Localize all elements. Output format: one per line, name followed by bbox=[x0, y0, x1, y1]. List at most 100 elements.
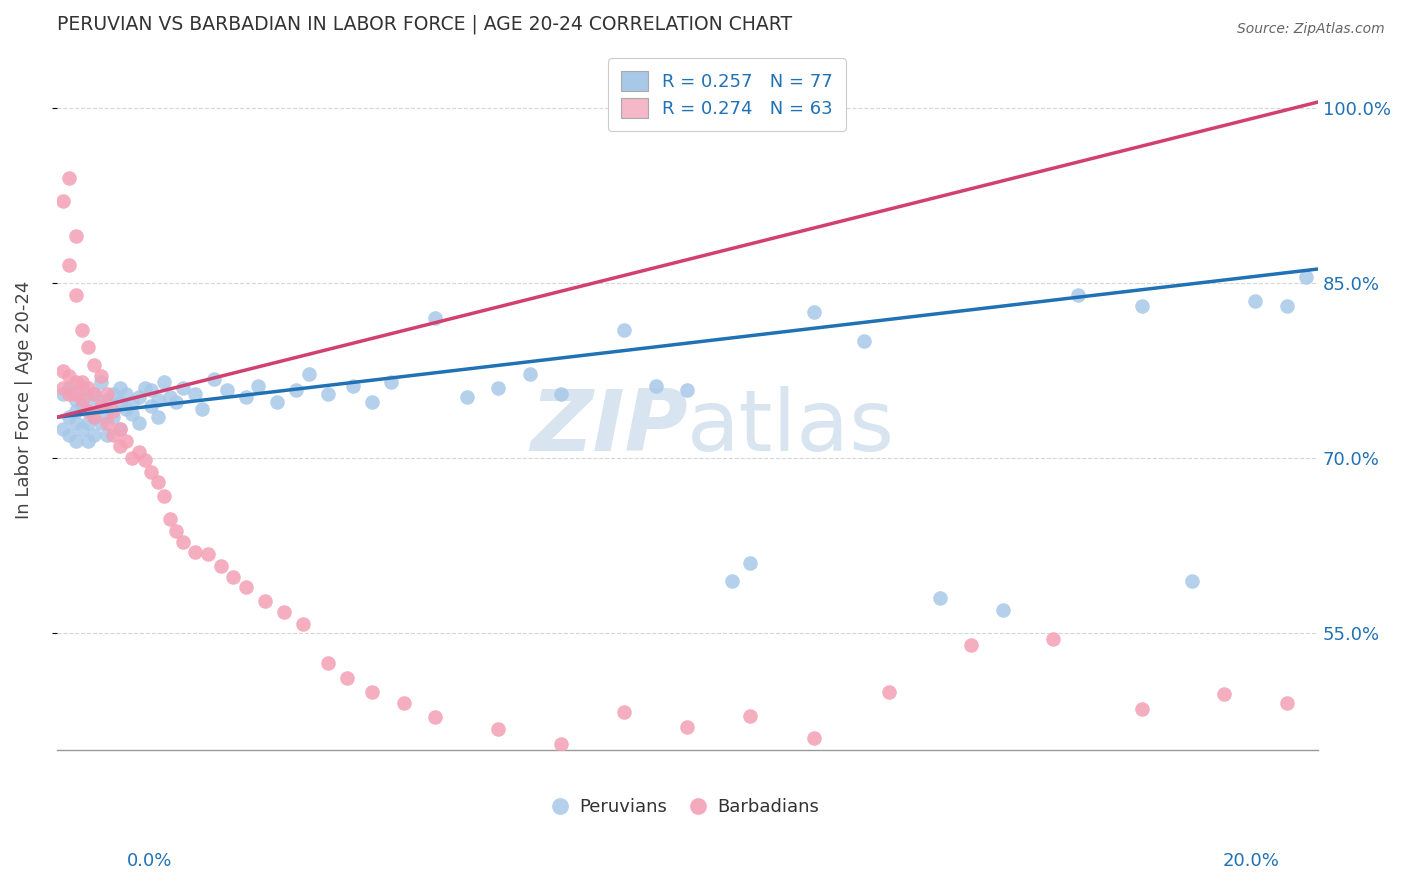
Point bbox=[166, 524, 188, 538]
Point bbox=[128, 445, 150, 459]
Point bbox=[65, 376, 87, 390]
Point bbox=[128, 391, 150, 405]
Point bbox=[550, 387, 572, 401]
Point bbox=[159, 391, 181, 405]
Point bbox=[90, 399, 112, 413]
Point bbox=[235, 580, 257, 594]
Point bbox=[128, 416, 150, 430]
Point bbox=[486, 381, 509, 395]
Point bbox=[96, 387, 118, 401]
Point bbox=[146, 392, 169, 407]
Point bbox=[134, 381, 156, 395]
Point bbox=[70, 323, 93, 337]
Point bbox=[52, 422, 75, 436]
Point bbox=[70, 392, 93, 407]
Point bbox=[1130, 299, 1153, 313]
Point bbox=[291, 617, 314, 632]
Point bbox=[146, 410, 169, 425]
Point bbox=[70, 399, 93, 413]
Point bbox=[65, 387, 87, 401]
Point bbox=[380, 376, 402, 390]
Point bbox=[1130, 702, 1153, 716]
Point bbox=[52, 363, 75, 377]
Point bbox=[65, 434, 87, 448]
Point bbox=[159, 512, 181, 526]
Point bbox=[65, 404, 87, 418]
Point bbox=[70, 376, 93, 390]
Text: 0.0%: 0.0% bbox=[127, 852, 172, 870]
Point bbox=[141, 384, 163, 398]
Point bbox=[519, 367, 541, 381]
Point bbox=[184, 387, 207, 401]
Point bbox=[134, 453, 156, 467]
Point bbox=[153, 376, 176, 390]
Point bbox=[676, 720, 699, 734]
Point bbox=[1181, 574, 1204, 588]
Text: PERUVIAN VS BARBADIAN IN LABOR FORCE | AGE 20-24 CORRELATION CHART: PERUVIAN VS BARBADIAN IN LABOR FORCE | A… bbox=[56, 15, 792, 35]
Point bbox=[740, 556, 762, 570]
Point bbox=[1067, 287, 1090, 301]
Point bbox=[486, 722, 509, 736]
Point bbox=[65, 287, 87, 301]
Point bbox=[172, 535, 194, 549]
Point bbox=[121, 451, 143, 466]
Point bbox=[52, 387, 75, 401]
Point bbox=[247, 378, 270, 392]
Point bbox=[235, 391, 257, 405]
Point bbox=[676, 384, 699, 398]
Point bbox=[83, 358, 105, 372]
Point bbox=[1275, 697, 1298, 711]
Point bbox=[853, 334, 876, 349]
Point bbox=[103, 427, 125, 442]
Point bbox=[153, 489, 176, 503]
Point bbox=[103, 410, 125, 425]
Point bbox=[108, 381, 131, 395]
Point bbox=[146, 475, 169, 489]
Point bbox=[58, 259, 80, 273]
Point bbox=[90, 369, 112, 384]
Point bbox=[342, 378, 364, 392]
Point bbox=[613, 705, 636, 719]
Point bbox=[141, 465, 163, 479]
Point bbox=[215, 384, 238, 398]
Point bbox=[108, 422, 131, 436]
Legend: Peruvians, Barbadians: Peruvians, Barbadians bbox=[547, 789, 828, 825]
Point bbox=[960, 638, 983, 652]
Point bbox=[83, 387, 105, 401]
Point bbox=[222, 570, 245, 584]
Point bbox=[77, 340, 100, 354]
Y-axis label: In Labor Force | Age 20-24: In Labor Force | Age 20-24 bbox=[15, 281, 32, 519]
Point bbox=[83, 410, 105, 425]
Point bbox=[96, 427, 118, 442]
Point bbox=[65, 416, 87, 430]
Point bbox=[423, 311, 446, 326]
Point bbox=[115, 402, 138, 417]
Point bbox=[96, 392, 118, 407]
Point bbox=[928, 591, 950, 606]
Point bbox=[172, 381, 194, 395]
Point bbox=[58, 427, 80, 442]
Point bbox=[96, 416, 118, 430]
Text: ZIP: ZIP bbox=[530, 386, 688, 469]
Point bbox=[108, 395, 131, 409]
Point bbox=[1295, 270, 1317, 285]
Text: atlas: atlas bbox=[688, 386, 896, 469]
Point bbox=[316, 656, 339, 670]
Point bbox=[103, 404, 125, 418]
Point bbox=[361, 395, 384, 409]
Point bbox=[423, 710, 446, 724]
Point bbox=[456, 391, 478, 405]
Point bbox=[803, 305, 825, 319]
Point bbox=[121, 407, 143, 421]
Point bbox=[52, 194, 75, 209]
Point bbox=[336, 671, 359, 685]
Point bbox=[77, 434, 100, 448]
Point bbox=[96, 404, 118, 418]
Point bbox=[740, 709, 762, 723]
Point bbox=[550, 737, 572, 751]
Text: 20.0%: 20.0% bbox=[1223, 852, 1279, 870]
Point bbox=[115, 387, 138, 401]
Point bbox=[1244, 293, 1267, 308]
Text: Source: ZipAtlas.com: Source: ZipAtlas.com bbox=[1237, 22, 1385, 37]
Point bbox=[58, 387, 80, 401]
